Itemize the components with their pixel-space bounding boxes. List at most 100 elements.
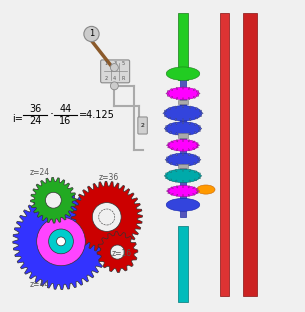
Ellipse shape — [167, 145, 169, 146]
Ellipse shape — [188, 186, 190, 188]
Ellipse shape — [166, 198, 200, 211]
FancyBboxPatch shape — [138, 117, 147, 134]
Ellipse shape — [166, 161, 169, 163]
Text: 2: 2 — [141, 123, 145, 128]
Ellipse shape — [175, 122, 177, 124]
Ellipse shape — [199, 159, 201, 160]
Ellipse shape — [189, 169, 191, 172]
Ellipse shape — [175, 133, 177, 135]
Ellipse shape — [196, 188, 198, 190]
Ellipse shape — [166, 67, 200, 80]
Circle shape — [92, 202, 121, 232]
Ellipse shape — [164, 106, 202, 121]
Ellipse shape — [170, 155, 172, 157]
Ellipse shape — [166, 126, 168, 127]
Ellipse shape — [197, 185, 215, 194]
Ellipse shape — [196, 95, 199, 96]
Ellipse shape — [196, 143, 198, 144]
Circle shape — [45, 192, 61, 208]
Bar — [178, 100, 188, 104]
Ellipse shape — [189, 122, 191, 124]
Ellipse shape — [196, 91, 199, 92]
Text: z=24: z=24 — [30, 168, 50, 177]
Circle shape — [56, 237, 65, 246]
Ellipse shape — [175, 118, 177, 121]
Ellipse shape — [189, 133, 191, 135]
Ellipse shape — [165, 122, 201, 135]
Ellipse shape — [182, 153, 184, 155]
Ellipse shape — [170, 163, 172, 164]
Text: 44: 44 — [59, 104, 72, 114]
Text: z=16: z=16 — [112, 249, 132, 258]
Ellipse shape — [176, 154, 177, 156]
Ellipse shape — [182, 105, 184, 108]
Ellipse shape — [167, 91, 170, 92]
Ellipse shape — [198, 93, 200, 94]
Ellipse shape — [188, 87, 190, 90]
Ellipse shape — [194, 155, 196, 157]
Text: z=44: z=44 — [30, 280, 50, 289]
Ellipse shape — [168, 192, 170, 193]
Text: ·: · — [49, 108, 53, 121]
Ellipse shape — [175, 169, 177, 172]
Ellipse shape — [195, 132, 196, 134]
Ellipse shape — [171, 148, 173, 150]
Bar — [178, 133, 188, 138]
Ellipse shape — [170, 132, 171, 134]
Ellipse shape — [188, 194, 190, 197]
Ellipse shape — [164, 175, 167, 176]
Ellipse shape — [193, 141, 195, 143]
Circle shape — [110, 82, 118, 90]
Ellipse shape — [198, 177, 200, 179]
Ellipse shape — [176, 140, 178, 142]
Ellipse shape — [169, 108, 170, 110]
Ellipse shape — [188, 140, 190, 142]
Ellipse shape — [164, 115, 167, 117]
Text: 1: 1 — [89, 30, 94, 38]
Ellipse shape — [167, 87, 199, 100]
Ellipse shape — [195, 171, 196, 173]
Ellipse shape — [196, 108, 197, 110]
Ellipse shape — [189, 106, 191, 108]
Ellipse shape — [194, 163, 196, 164]
Ellipse shape — [171, 193, 173, 195]
Ellipse shape — [197, 161, 200, 163]
Ellipse shape — [182, 194, 184, 197]
Ellipse shape — [182, 98, 184, 100]
Ellipse shape — [176, 97, 178, 100]
Bar — [178, 163, 188, 168]
Ellipse shape — [198, 173, 200, 174]
Ellipse shape — [168, 188, 170, 190]
Ellipse shape — [182, 164, 184, 166]
Ellipse shape — [163, 113, 165, 114]
Ellipse shape — [176, 149, 178, 151]
Ellipse shape — [195, 179, 196, 181]
Ellipse shape — [198, 126, 200, 127]
Text: i=: i= — [12, 115, 23, 124]
Text: 4: 4 — [113, 76, 116, 81]
Ellipse shape — [199, 175, 202, 176]
Ellipse shape — [168, 186, 198, 197]
Ellipse shape — [170, 124, 171, 125]
Ellipse shape — [198, 130, 200, 131]
Ellipse shape — [193, 148, 195, 150]
Ellipse shape — [171, 141, 173, 143]
Ellipse shape — [175, 106, 177, 108]
Ellipse shape — [171, 187, 173, 189]
Circle shape — [37, 217, 85, 266]
Ellipse shape — [164, 128, 167, 129]
Polygon shape — [97, 232, 138, 272]
Ellipse shape — [182, 139, 184, 142]
Ellipse shape — [182, 133, 184, 136]
Text: 24: 24 — [29, 116, 41, 126]
Ellipse shape — [170, 171, 171, 173]
Text: z=36: z=36 — [98, 173, 118, 182]
Text: =4.125: =4.125 — [79, 110, 115, 120]
Polygon shape — [13, 193, 109, 290]
Ellipse shape — [168, 139, 198, 151]
Bar — [180, 74, 186, 217]
Ellipse shape — [182, 185, 184, 188]
Ellipse shape — [196, 146, 198, 148]
Text: R: R — [122, 76, 125, 81]
Ellipse shape — [201, 113, 203, 114]
